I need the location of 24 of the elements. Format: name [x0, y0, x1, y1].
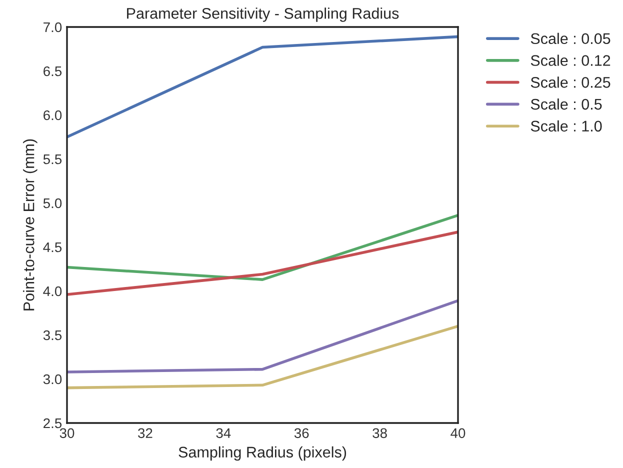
y-tick-label: 2.5 — [44, 418, 62, 428]
legend-label: Scale : 0.05 — [530, 32, 610, 44]
x-tick-label: 40 — [450, 428, 466, 438]
x-tick-label: 38 — [372, 428, 387, 438]
legend-label: Scale : 0.5 — [530, 98, 602, 110]
legend-label: Scale : 1.0 — [530, 120, 602, 132]
y-tick-label: 5.0 — [43, 198, 62, 208]
x-axis-title: Sampling Radius (pixels) — [178, 446, 346, 461]
y-tick-label: 6.0 — [44, 110, 62, 120]
legend-label: Scale : 0.12 — [530, 54, 610, 66]
x-tick-label: 34 — [216, 428, 231, 438]
y-tick-label: 4.5 — [43, 242, 62, 252]
y-tick-label: 3.0 — [43, 374, 62, 384]
y-tick-label: 7.0 — [44, 22, 62, 32]
x-tick-label: 36 — [294, 428, 309, 438]
x-tick-label: 30 — [60, 428, 74, 438]
y-tick-label: 3.5 — [43, 330, 62, 340]
y-tick-label: 5.5 — [43, 154, 62, 164]
chart-title: Parameter Sensitivity - Sampling Radius — [127, 8, 399, 22]
y-tick-label: 6.5 — [44, 66, 62, 76]
y-tick-label: 4.0 — [43, 286, 62, 296]
y-axis-title: Point-to-curve Error (mm) — [23, 139, 38, 310]
x-tick-label: 32 — [138, 428, 152, 438]
legend-label: Scale : 0.25 — [530, 76, 610, 88]
